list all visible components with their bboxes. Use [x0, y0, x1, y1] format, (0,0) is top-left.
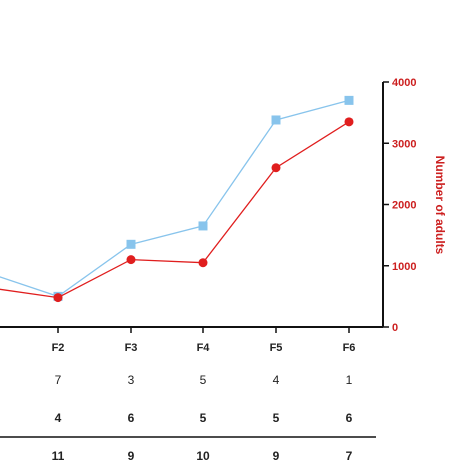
series-1-point	[344, 95, 354, 105]
table-cell: 7	[346, 449, 353, 463]
table-cell: 5	[200, 411, 207, 425]
x-tick-label: F4	[197, 342, 211, 354]
series-2-point	[126, 255, 136, 265]
table-cell: 7	[55, 373, 62, 387]
table-cell: 9	[273, 449, 280, 463]
table-cell: 5	[273, 411, 280, 425]
table-cell: 5	[200, 373, 207, 387]
y-tick-label: 4000	[392, 77, 416, 89]
x-tick-label: F3	[125, 342, 138, 354]
series-2-point	[53, 293, 63, 303]
table-cell: 4	[55, 411, 62, 425]
table-cell: 6	[128, 411, 135, 425]
series-1-line	[0, 99, 350, 298]
series-layer	[0, 95, 354, 303]
series-1-point	[271, 115, 281, 125]
series-2-line	[0, 121, 350, 299]
axes: F2 F3 F4 F5 F6 0 1000 2000 3000 4000	[0, 77, 416, 354]
table-cell: 4	[273, 373, 280, 387]
table-cell: 9	[128, 449, 135, 463]
series-2-point	[271, 163, 281, 173]
x-tick-label: F2	[52, 342, 65, 354]
series-1-point	[126, 239, 136, 249]
x-tick-label: F6	[343, 342, 356, 354]
table-cell: 1	[346, 373, 353, 387]
table-cell: 11	[52, 449, 65, 463]
y-tick-label: 1000	[392, 261, 416, 273]
table-cell: 3	[128, 373, 135, 387]
table-cell: 10	[196, 449, 210, 463]
y-tick-label: 0	[392, 322, 398, 334]
y-tick-label: 3000	[392, 138, 416, 150]
y-tick-label: 2000	[392, 200, 416, 212]
series-2-point	[198, 258, 208, 268]
x-tick-label: F5	[270, 342, 283, 354]
series-2-point	[344, 117, 354, 127]
series-1-point	[198, 221, 208, 231]
table-layer: 7 3 5 4 1 4 6 5 5 6 11 9 10 9 7	[0, 373, 376, 463]
table-cell: 6	[346, 411, 353, 425]
y-axis-label: Number of adults	[433, 156, 447, 255]
